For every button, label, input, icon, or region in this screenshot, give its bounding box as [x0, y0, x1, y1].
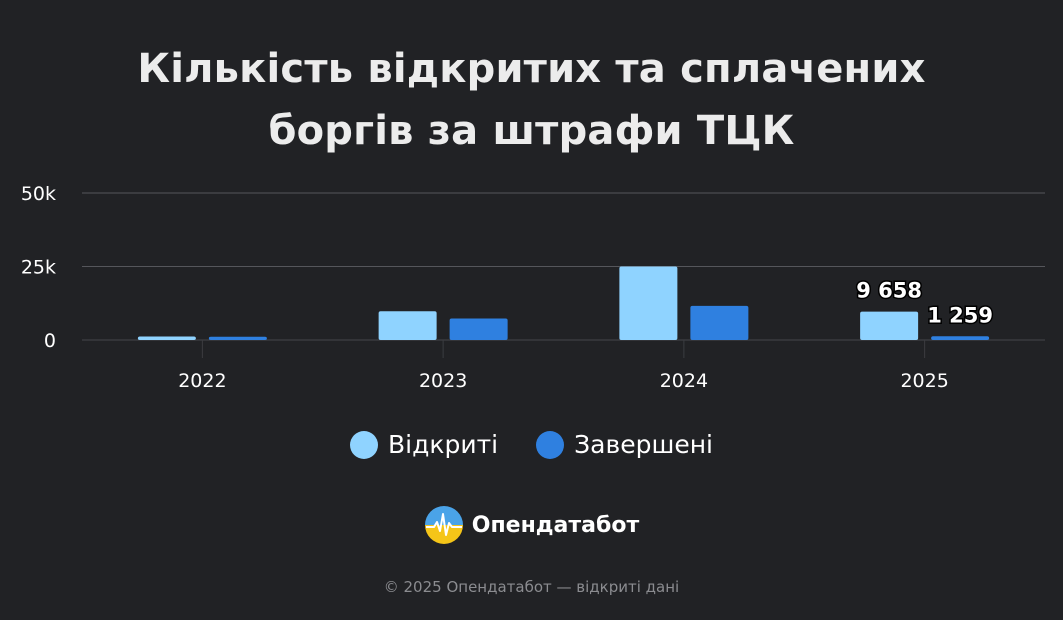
legend-label-completed: Завершені — [574, 430, 713, 459]
chart-title: Кількість відкритих та сплачених боргів … — [0, 38, 1063, 162]
brand: Опендатабот — [0, 505, 1063, 545]
legend-label-opened: Відкриті — [388, 430, 499, 459]
x-tick-label-2025: 2025 — [900, 370, 948, 392]
bar-opened-2024 — [619, 266, 678, 340]
bar-opened-2022 — [137, 336, 196, 340]
y-tick-label-0: 0 — [44, 330, 56, 352]
y-tick-label-1: 25k — [21, 257, 56, 279]
y-tick-label-2: 50k — [21, 183, 56, 205]
x-tick-label-2024: 2024 — [660, 370, 708, 392]
legend-item-completed[interactable]: Завершені — [536, 430, 713, 459]
legend-item-opened[interactable]: Відкриті — [350, 430, 498, 459]
bar-opened-2023 — [378, 311, 437, 340]
x-tick-label-2022: 2022 — [178, 370, 226, 392]
x-tick-label-2023: 2023 — [419, 370, 467, 392]
chart-title-line-2: боргів за штрафи ТЦК — [268, 108, 795, 154]
chart-legend: Відкриті Завершені — [0, 430, 1063, 459]
bar-completed-2025 — [931, 336, 990, 340]
footer-copyright: © 2025 Опендатабот — відкриті дані — [383, 578, 680, 596]
opendatabot-logo-icon — [424, 506, 463, 544]
chart-title-line-1: Кількість відкритих та сплачених — [137, 46, 926, 92]
bar-completed-2022 — [208, 336, 267, 340]
data-label-0: 9 658 — [856, 279, 922, 303]
bar-opened-2025 — [860, 311, 919, 340]
bar-completed-2023 — [449, 318, 508, 340]
brand-name: Опендатабот — [471, 512, 640, 538]
bar-completed-2024 — [690, 305, 749, 340]
data-label-1: 1 259 — [927, 303, 993, 327]
legend-swatch-completed — [536, 430, 565, 459]
legend-swatch-opened — [350, 430, 378, 459]
